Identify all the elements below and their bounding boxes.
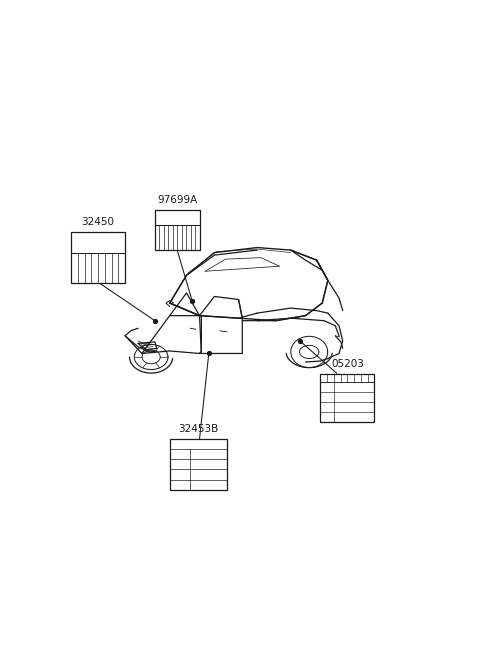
Text: 32453B: 32453B [179,424,219,434]
Text: 05203: 05203 [331,358,364,369]
Bar [155,210,200,250]
Bar [321,373,374,422]
Bar [71,233,125,283]
Text: 32450: 32450 [82,217,115,227]
Text: 97699A: 97699A [157,195,197,204]
Bar [170,440,228,490]
